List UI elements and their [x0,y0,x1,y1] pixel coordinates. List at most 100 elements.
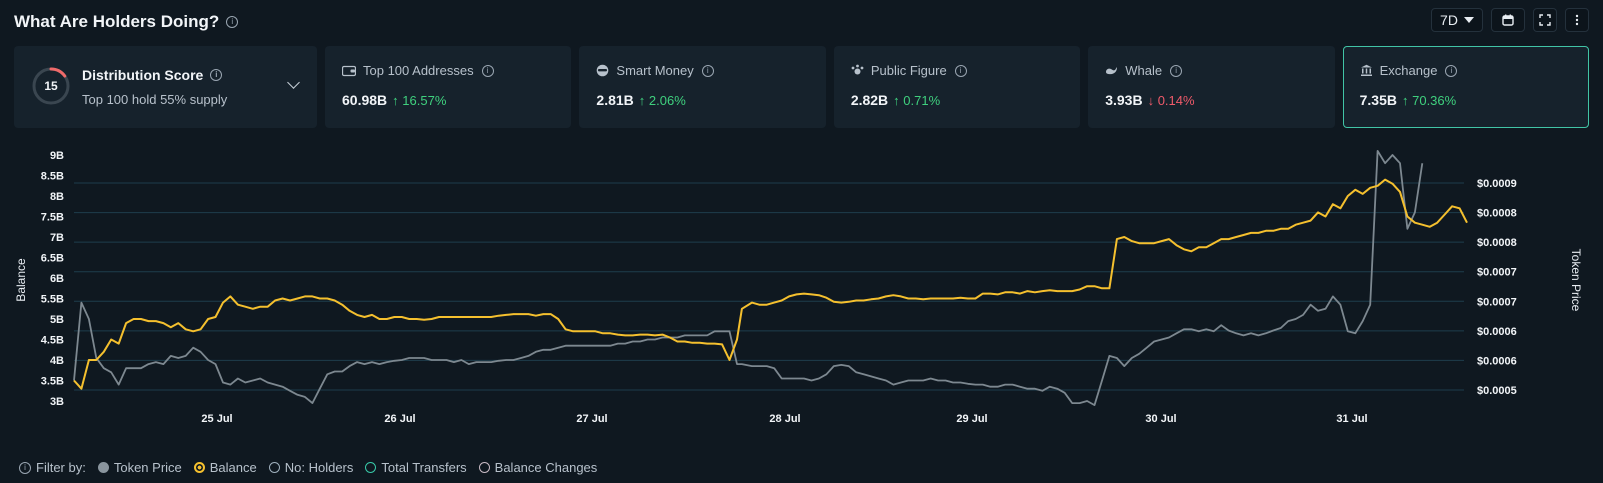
y-tick-label: 7B [50,232,64,244]
score-gauge [32,67,70,105]
x-tick-label: 26 Jul [384,413,415,425]
more-icon [1575,14,1579,26]
info-icon[interactable]: i [481,64,494,77]
x-tick-label: 29 Jul [956,413,987,425]
y-tick-label: 3.5B [41,376,64,388]
y-tick-label: 6B [50,273,64,285]
arrow-down-icon: ↓ [1147,93,1155,108]
distribution-score-card[interactable]: 15 Distribution Score i Top 100 hold 55%… [14,46,317,128]
x-tick-label: 25 Jul [201,413,232,425]
expand-button[interactable] [1533,8,1557,32]
y-tick-label: 3B [50,396,64,408]
x-tick-label: 28 Jul [769,413,800,425]
card-whale[interactable]: Whale i 3.93B ↓ 0.14% [1088,46,1335,128]
y-tick-label-right: $0.0008 [1477,237,1517,249]
y-tick-label: 4.5B [41,335,64,347]
card-smart-money[interactable]: Smart Money i 2.81B ↑ 2.06% [579,46,826,128]
chart-legend: i Filter by: Token Price Balance No: Hol… [19,460,597,475]
y-tick-label: 6.5B [41,253,64,265]
info-icon[interactable]: i [954,64,967,77]
expand-icon [1539,14,1551,26]
ring-icon [478,462,490,473]
card-change: ↑ 2.06% [638,93,686,108]
y-tick-label: 5.5B [41,294,64,306]
card-value: 2.82B [850,92,889,108]
card-exchange[interactable]: Exchange i 7.35B ↑ 70.36% [1342,46,1590,128]
header-controls: 7D [1431,8,1589,32]
card-value: 60.98B [342,92,388,108]
info-icon[interactable]: i [701,64,714,77]
legend-total-transfers[interactable]: Total Transfers [365,460,467,475]
score-value: 15 [44,79,58,93]
legend-balance-changes[interactable]: Balance Changes [478,460,597,475]
legend-balance[interactable]: Balance [193,460,257,475]
arrow-up-icon: ↑ [1401,93,1409,108]
chevron-down-icon[interactable] [287,76,300,89]
distribution-title: Distribution Score i [82,67,223,83]
chevron-down-icon [1463,17,1474,23]
holder-cards: 15 Distribution Score i Top 100 hold 55%… [14,46,1590,128]
arrow-up-icon: ↑ [638,93,646,108]
card-title: Exchange [1379,63,1438,78]
y-tick-label: 8.5B [41,171,64,183]
x-tick-label: 30 Jul [1145,413,1176,425]
y-tick-label: 9B [50,150,64,162]
info-icon[interactable]: i [210,69,223,81]
y-tick-label-right: $0.0006 [1477,355,1517,367]
range-label: 7D [1440,12,1458,28]
card-title: Public Figure [870,63,947,78]
card-public-figure[interactable]: Public Figure i 2.82B ↑ 0.71% [833,46,1081,128]
range-dropdown[interactable]: 7D [1431,8,1483,32]
y-axis-right-title: Token Price [1569,249,1583,312]
y-tick-label: 4B [50,355,64,367]
legend-token-price[interactable]: Token Price [97,460,182,475]
calendar-button[interactable] [1491,8,1525,32]
whale-icon [1106,67,1118,75]
arrow-up-icon: ↑ [893,93,900,108]
dot-icon [97,462,109,473]
holders-chart[interactable]: 9B 8.5B 8B 7.5B 7B 6.5B 6B 5.5B 5B 4.5B 4B 3.5B 3B $… [0,140,1603,450]
more-button[interactable] [1565,8,1589,32]
ring-icon [365,462,377,473]
smart-money-icon [597,64,609,77]
y-tick-label: 7.5B [41,212,64,224]
card-value: 2.81B [596,92,634,108]
y-tick-label: 8B [50,191,64,203]
dot-icon [193,462,205,473]
card-title: Top 100 Addresses [363,63,474,78]
card-value: 7.35B [1359,92,1397,108]
exchange-icon [1360,64,1372,76]
card-value: 3.93B [1105,92,1143,108]
x-tick-label: 31 Jul [1336,413,1367,425]
x-tick-label: 27 Jul [576,413,607,425]
y-tick-label-right: $0.0007 [1477,267,1517,279]
page-title: What Are Holders Doing? [14,12,220,31]
distribution-subtitle: Top 100 hold 55% supply [82,92,228,107]
header: What Are Holders Doing? i 7D [14,8,1589,36]
card-title: Smart Money [616,63,694,78]
card-title: Whale [1125,63,1163,78]
y-tick-label-right: $0.0005 [1477,385,1517,397]
y-tick-label-right: $0.0006 [1477,326,1517,338]
y-tick-label-right: $0.0007 [1477,296,1517,308]
card-change: ↓ 0.14% [1147,93,1195,108]
card-top-100-addresses[interactable]: Top 100 Addresses i 60.98B ↑ 16.57% [325,46,572,128]
info-icon[interactable]: i [226,16,239,28]
info-icon[interactable]: i [1445,64,1458,77]
info-icon[interactable]: i [1170,64,1183,77]
y-tick-label: 5B [50,314,64,326]
y-tick-label-right: $0.0008 [1477,208,1517,220]
y-axis-left-title: Balance [14,258,28,302]
arrow-up-icon: ↑ [392,93,399,108]
card-change: ↑ 70.36% [1401,93,1457,108]
legend-no-holders[interactable]: No: Holders [268,460,353,475]
ring-icon [268,462,280,473]
y-tick-label-right: $0.0009 [1477,178,1517,190]
series-line-balance[interactable] [73,178,1468,390]
card-change: ↑ 16.57% [392,93,447,108]
card-change: ↑ 0.71% [893,93,941,108]
series-line-token-price[interactable] [73,150,1424,406]
wallet-icon [342,65,356,76]
filter-label: i Filter by: [19,460,86,475]
calendar-icon [1502,14,1514,26]
